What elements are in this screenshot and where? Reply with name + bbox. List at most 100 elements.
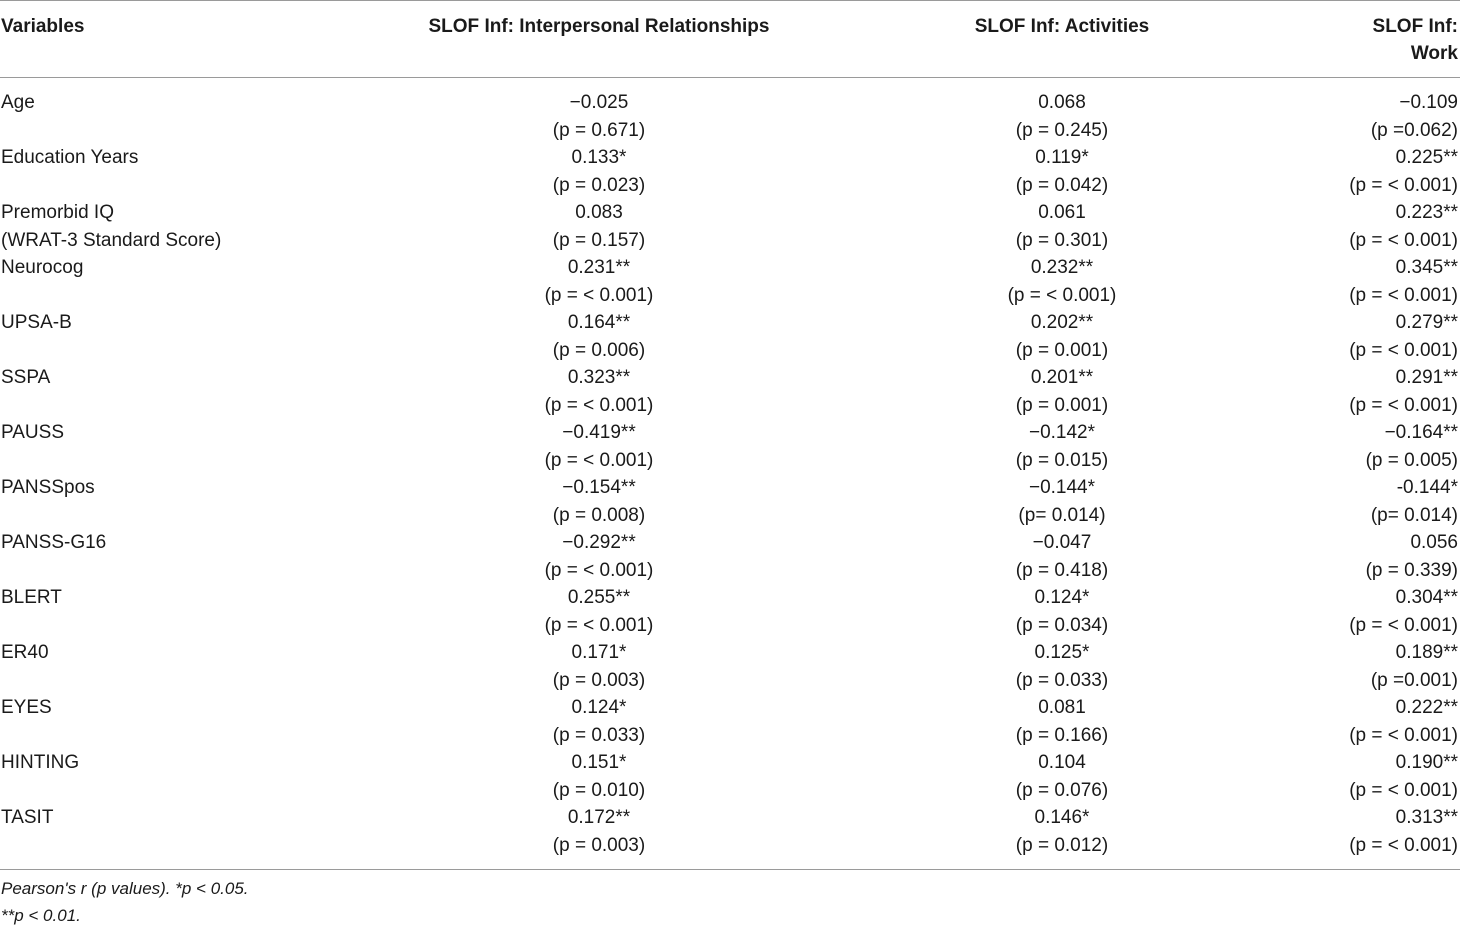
header-activities: SLOF Inf: Activities	[858, 0, 1266, 78]
p-value: (p = 0.418)	[1015, 559, 1109, 581]
row-variable-label: Neurocog	[0, 254, 340, 309]
correlation-value: 0.119*	[1035, 147, 1089, 168]
correlation-value: −0.047	[1032, 532, 1092, 553]
p-value: (p =0.062)	[1370, 119, 1458, 141]
cell-activities: −0.047 (p = 0.418)	[858, 529, 1266, 584]
cell-work: 0.189** (p =0.001)	[1266, 639, 1460, 694]
cell-work: 0.222** (p = < 0.001)	[1266, 694, 1460, 749]
correlation-value: 0.171*	[571, 642, 627, 663]
header-work-line-2: Work	[1410, 43, 1458, 64]
cell-work: 0.056 (p = 0.339)	[1266, 529, 1460, 584]
variable-name: Education Years	[1, 147, 139, 168]
footnote-line-1: Pearson's r (p values). *p < 0.05.	[1, 879, 249, 898]
table-row: PANSSpos −0.154** (p = 0.008) −0.144* (p= 0.…	[0, 474, 1460, 529]
cell-work: −0.109 (p =0.062)	[1266, 78, 1460, 145]
variable-name: UPSA-B	[1, 312, 72, 333]
cell-work: -0.144* (p= 0.014)	[1266, 474, 1460, 529]
correlation-value: 0.146*	[1034, 807, 1090, 828]
row-variable-label: PANSS-G16	[0, 529, 340, 584]
row-variable-label: Age	[0, 78, 340, 145]
correlation-value: 0.164**	[567, 312, 631, 333]
p-value: (p = 0.012)	[1015, 834, 1109, 856]
correlation-value: −0.109	[1399, 92, 1458, 113]
row-variable-label: BLERT	[0, 584, 340, 639]
cell-activities: 0.061 (p = 0.301)	[858, 199, 1266, 254]
correlation-value: −0.144*	[1028, 477, 1096, 498]
table-row: Age −0.025 (p = 0.671) 0.068 (p = 0.245) −0.1…	[0, 78, 1460, 145]
p-value: (p = 0.157)	[552, 229, 646, 251]
cell-interpersonal-relationships: 0.231** (p = < 0.001)	[340, 254, 858, 309]
cell-work: 0.279** (p = < 0.001)	[1266, 309, 1460, 364]
table-row: Education Years 0.133* (p = 0.023) 0.119* (p…	[0, 144, 1460, 199]
p-value: (p = < 0.001)	[1349, 724, 1458, 746]
correlation-value: −0.142*	[1028, 422, 1096, 443]
p-value: (p = 0.245)	[1015, 119, 1109, 141]
correlation-value: 0.068	[1038, 92, 1086, 113]
footnote-line-2: **p < 0.01.	[1, 906, 81, 925]
p-value: (p = 0.006)	[552, 339, 646, 361]
cell-interpersonal-relationships: 0.255** (p = < 0.001)	[340, 584, 858, 639]
correlation-value: 0.223**	[1395, 202, 1458, 223]
table-row: HINTING 0.151* (p = 0.010) 0.104 (p = 0.076)…	[0, 749, 1460, 804]
p-value: (p = 0.003)	[552, 834, 646, 856]
table-row: PANSS-G16 −0.292** (p = < 0.001) −0.047 (p =…	[0, 529, 1460, 584]
p-value: (p = < 0.001)	[1007, 284, 1117, 306]
p-value: (p = 0.015)	[1015, 449, 1109, 471]
p-value: (p = 0.166)	[1015, 724, 1109, 746]
p-value: (p = 0.301)	[1015, 229, 1109, 251]
variable-name: Age	[1, 92, 35, 113]
row-variable-label: UPSA-B	[0, 309, 340, 364]
p-value: (p = 0.671)	[552, 119, 646, 141]
variable-name: EYES	[1, 697, 52, 718]
cell-activities: 0.124* (p = 0.034)	[858, 584, 1266, 639]
correlation-value: 0.255**	[567, 587, 631, 608]
p-value: (p = < 0.001)	[1349, 614, 1458, 636]
cell-interpersonal-relationships: 0.323** (p = < 0.001)	[340, 364, 858, 419]
header-interpersonal-relationships: SLOF Inf: Interpersonal Relationships	[340, 0, 858, 78]
cell-activities: 0.125* (p = 0.033)	[858, 639, 1266, 694]
cell-activities: 0.081 (p = 0.166)	[858, 694, 1266, 749]
table-row: EYES 0.124* (p = 0.033) 0.081 (p = 0.166) 0.2…	[0, 694, 1460, 749]
cell-work: 0.345** (p = < 0.001)	[1266, 254, 1460, 309]
correlation-value: 0.172**	[567, 807, 631, 828]
cell-interpersonal-relationships: 0.151* (p = 0.010)	[340, 749, 858, 804]
p-value: (p = 0.033)	[552, 724, 646, 746]
p-value: (p = 0.034)	[1015, 614, 1109, 636]
correlation-value: 0.291**	[1395, 367, 1458, 388]
correlation-value: 0.225**	[1395, 147, 1458, 168]
correlation-value: 0.124*	[571, 697, 627, 718]
cell-interpersonal-relationships: 0.164** (p = 0.006)	[340, 309, 858, 364]
correlation-value: 0.151*	[571, 752, 627, 773]
p-value: (p = 0.339)	[1365, 559, 1458, 581]
p-value: (p = < 0.001)	[1349, 174, 1458, 196]
p-value: (p = < 0.001)	[544, 394, 654, 416]
p-value: (p = 0.001)	[1015, 339, 1109, 361]
variable-name: ER40	[1, 642, 49, 663]
cell-work: 0.225** (p = < 0.001)	[1266, 144, 1460, 199]
cell-interpersonal-relationships: −0.154** (p = 0.008)	[340, 474, 858, 529]
p-value: (p = 0.023)	[552, 174, 646, 196]
table-row: ER40 0.171* (p = 0.003) 0.125* (p = 0.033) 0.…	[0, 639, 1460, 694]
correlation-value: −0.419**	[562, 422, 636, 443]
table-header-row: Variables SLOF Inf: Interpersonal Relati…	[0, 0, 1460, 78]
correlation-value: 0.279**	[1395, 312, 1458, 333]
cell-interpersonal-relationships: 0.133* (p = 0.023)	[340, 144, 858, 199]
correlation-value: 0.125*	[1034, 642, 1090, 663]
cell-activities: 0.104 (p = 0.076)	[858, 749, 1266, 804]
cell-interpersonal-relationships: 0.172** (p = 0.003)	[340, 804, 858, 870]
cell-interpersonal-relationships: −0.292** (p = < 0.001)	[340, 529, 858, 584]
p-value: (p = 0.008)	[552, 504, 646, 526]
variable-name: HINTING	[1, 752, 80, 773]
correlation-value: 0.083	[575, 202, 623, 223]
correlation-value: 0.056	[1410, 532, 1458, 553]
table-row: BLERT 0.255** (p = < 0.001) 0.124* (p = 0.03…	[0, 584, 1460, 639]
cell-interpersonal-relationships: −0.025 (p = 0.671)	[340, 78, 858, 145]
cell-activities: 0.232** (p = < 0.001)	[858, 254, 1266, 309]
variable-name: PANSS-G16	[1, 532, 107, 553]
p-value: (p = 0.005)	[1365, 449, 1458, 471]
header-work: SLOF Inf: Work	[1266, 0, 1460, 78]
correlation-value: −0.164**	[1384, 422, 1458, 443]
cell-work: 0.291** (p = < 0.001)	[1266, 364, 1460, 419]
cell-activities: −0.144* (p= 0.014)	[858, 474, 1266, 529]
p-value: (p = < 0.001)	[544, 614, 654, 636]
